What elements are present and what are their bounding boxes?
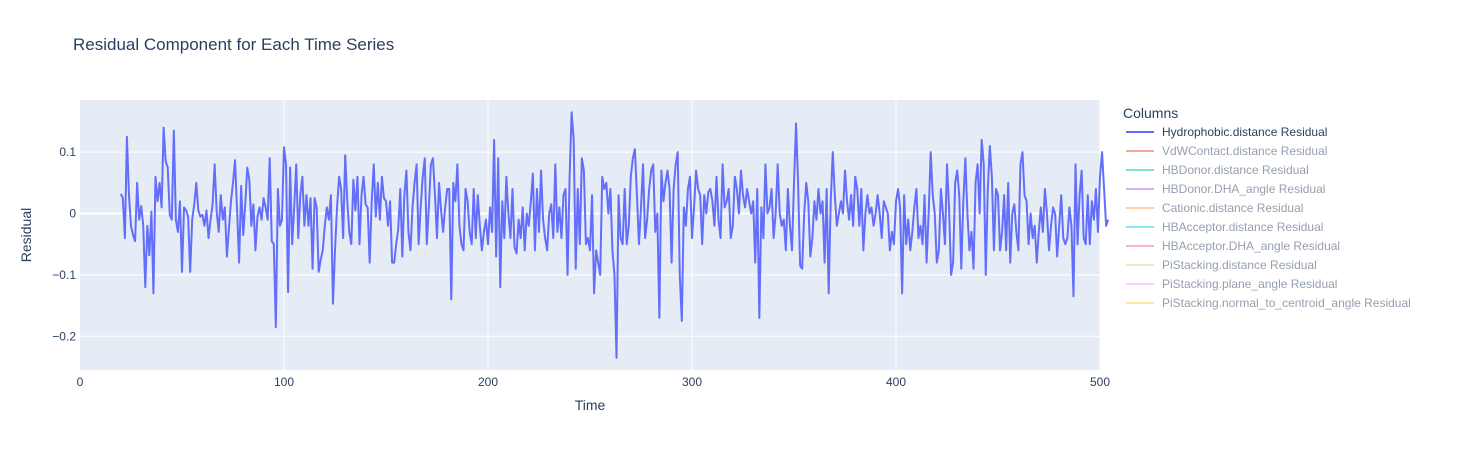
y-tick-label: −0.1: [52, 268, 76, 282]
chart-title: Residual Component for Each Time Series: [73, 35, 394, 54]
legend-label: PiStacking.distance Residual: [1162, 258, 1317, 272]
legend-label: HBDonor.distance Residual: [1162, 163, 1309, 177]
legend-label: HBAcceptor.distance Residual: [1162, 220, 1323, 234]
y-tick-label: −0.2: [52, 329, 76, 343]
x-tick-label: 0: [77, 375, 84, 389]
legend-item[interactable]: PiStacking.plane_angle Residual: [1126, 277, 1337, 291]
y-tick-label: 0: [69, 207, 76, 221]
series-line[interactable]: [119, 111, 1110, 359]
x-tick-label: 500: [1090, 375, 1110, 389]
legend: Columns Hydrophobic.distance Residual VdW…: [1123, 105, 1411, 310]
series-lines: [119, 111, 1110, 359]
legend-item[interactable]: Cationic.distance Residual: [1126, 201, 1303, 215]
legend-item[interactable]: PiStacking.normal_to_centroid_angle Resi…: [1126, 296, 1411, 310]
legend-label: PiStacking.normal_to_centroid_angle Resi…: [1162, 296, 1411, 310]
y-axis-title: Residual: [18, 208, 34, 262]
legend-item[interactable]: HBAcceptor.distance Residual: [1126, 220, 1323, 234]
legend-items: Hydrophobic.distance Residual VdWContact.…: [1126, 125, 1411, 310]
legend-label: HBDonor.DHA_angle Residual: [1162, 182, 1325, 196]
legend-item[interactable]: HBDonor.DHA_angle Residual: [1126, 182, 1325, 196]
x-tick-label: 100: [274, 375, 294, 389]
legend-label: VdWContact.distance Residual: [1162, 144, 1327, 158]
legend-item[interactable]: HBAcceptor.DHA_angle Residual: [1126, 239, 1340, 253]
y-axis-ticks: −0.2 −0.1 0 0.1: [52, 145, 76, 343]
legend-item[interactable]: PiStacking.distance Residual: [1126, 258, 1317, 272]
x-tick-label: 200: [478, 375, 498, 389]
legend-item[interactable]: HBDonor.distance Residual: [1126, 163, 1309, 177]
x-tick-label: 400: [886, 375, 906, 389]
legend-label: Cationic.distance Residual: [1162, 201, 1303, 215]
x-axis-ticks: 0 100 200 300 400 500: [77, 375, 1111, 389]
legend-label: Hydrophobic.distance Residual: [1162, 125, 1327, 139]
legend-item[interactable]: VdWContact.distance Residual: [1126, 144, 1327, 158]
legend-item[interactable]: Hydrophobic.distance Residual: [1126, 125, 1327, 139]
x-axis-title: Time: [575, 397, 606, 413]
x-tick-label: 300: [682, 375, 702, 389]
legend-label: PiStacking.plane_angle Residual: [1162, 277, 1337, 291]
legend-label: HBAcceptor.DHA_angle Residual: [1162, 239, 1340, 253]
legend-title: Columns: [1123, 105, 1178, 121]
y-tick-label: 0.1: [59, 145, 76, 159]
